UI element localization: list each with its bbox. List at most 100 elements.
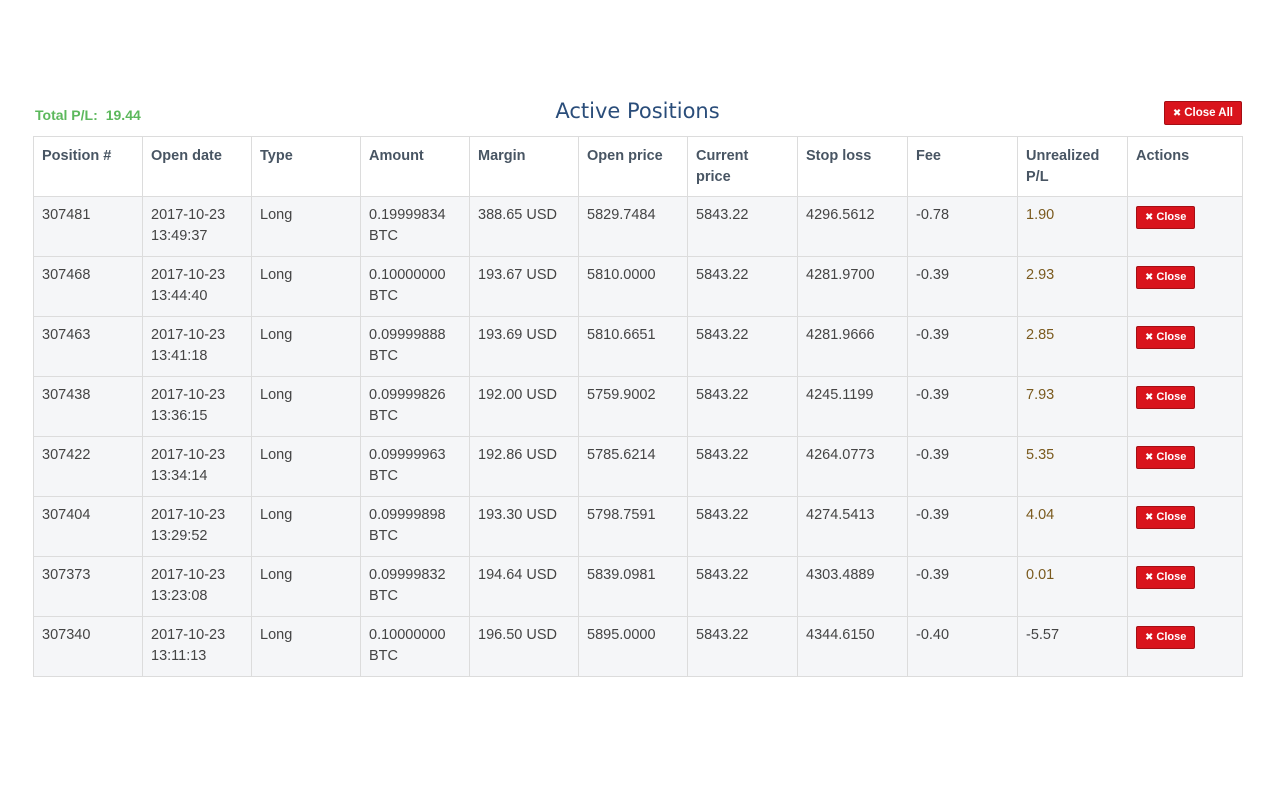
open-time: 13:36:15 (151, 408, 208, 424)
cell-open-price: 5895.0000 (578, 616, 688, 677)
close-position-label: Close (1156, 511, 1187, 523)
close-position-button[interactable]: ✖ Close (1136, 326, 1196, 349)
times-icon: ✖ (1145, 512, 1154, 523)
cell-type: Long (251, 556, 361, 617)
cell-open-price: 5829.7484 (578, 196, 688, 257)
cell-type: Long (251, 316, 361, 377)
times-icon: ✖ (1145, 212, 1154, 223)
open-time: 13:44:40 (151, 288, 208, 304)
current-price-line2: price (696, 169, 731, 185)
cell-stop-loss: 4274.5413 (797, 496, 908, 557)
col-header-position[interactable]: Position # (33, 136, 143, 197)
cell-type: Long (251, 256, 361, 317)
cell-current-price: 5843.22 (687, 616, 798, 677)
cell-actions: ✖ Close (1127, 256, 1243, 317)
cell-fee: -0.39 (907, 376, 1018, 437)
close-position-button[interactable]: ✖ Close (1136, 506, 1196, 529)
cell-open-price: 5810.0000 (578, 256, 688, 317)
cell-fee: -0.39 (907, 316, 1018, 377)
cell-amount: 0.09999898 BTC (360, 496, 470, 557)
cell-margin: 196.50 USD (469, 616, 579, 677)
cell-fee: -0.40 (907, 616, 1018, 677)
close-all-button[interactable]: ✖ Close All (1163, 101, 1242, 125)
cell-type: Long (251, 196, 361, 257)
cell-stop-loss: 4281.9666 (797, 316, 908, 377)
cell-stop-loss: 4296.5612 (797, 196, 908, 257)
cell-position: 307468 (33, 256, 143, 317)
times-icon: ✖ (1172, 108, 1182, 119)
cell-fee: -0.39 (907, 256, 1018, 317)
cell-open-date: 2017-10-23 13:23:08 (142, 556, 252, 617)
col-header-current-price[interactable]: Current price (687, 136, 798, 197)
table-row: 307468 2017-10-23 13:44:40 Long 0.10000000 BT… (33, 256, 1243, 317)
cell-unrealized-pl: 1.90 (1017, 196, 1128, 257)
cell-margin: 193.67 USD (469, 256, 579, 317)
cell-unrealized-pl: 5.35 (1017, 436, 1128, 497)
cell-amount: 0.10000000 BTC (360, 616, 470, 677)
cell-position: 307373 (33, 556, 143, 617)
col-header-amount[interactable]: Amount (360, 136, 470, 197)
amount-value: 0.10000000 (369, 267, 446, 283)
open-time: 13:49:37 (151, 228, 208, 244)
cell-margin: 193.30 USD (469, 496, 579, 557)
cell-unrealized-pl: 2.93 (1017, 256, 1128, 317)
cell-fee: -0.39 (907, 496, 1018, 557)
close-position-button[interactable]: ✖ Close (1136, 626, 1196, 649)
open-date: 2017-10-23 (151, 567, 226, 583)
cell-open-price: 5839.0981 (578, 556, 688, 617)
cell-stop-loss: 4264.0773 (797, 436, 908, 497)
times-icon: ✖ (1145, 632, 1154, 643)
col-header-open-price[interactable]: Open price (578, 136, 688, 197)
cell-actions: ✖ Close (1127, 316, 1243, 377)
table-row: 307481 2017-10-23 13:49:37 Long 0.19999834 BT… (33, 196, 1243, 257)
close-position-button[interactable]: ✖ Close (1136, 566, 1196, 589)
close-position-button[interactable]: ✖ Close (1136, 386, 1196, 409)
cell-stop-loss: 4281.9700 (797, 256, 908, 317)
col-header-fee[interactable]: Fee (907, 136, 1018, 197)
cell-amount: 0.09999832 BTC (360, 556, 470, 617)
cell-open-date: 2017-10-23 13:29:52 (142, 496, 252, 557)
open-time: 13:34:14 (151, 468, 208, 484)
open-date: 2017-10-23 (151, 387, 226, 403)
col-header-unrealized-pl[interactable]: Unrealized P/L (1017, 136, 1128, 197)
cell-type: Long (251, 376, 361, 437)
open-time: 13:11:13 (151, 648, 207, 664)
cell-current-price: 5843.22 (687, 196, 798, 257)
col-header-open-date[interactable]: Open date (142, 136, 252, 197)
table-row: 307404 2017-10-23 13:29:52 Long 0.09999898 BT… (33, 496, 1243, 557)
times-icon: ✖ (1145, 332, 1154, 343)
cell-actions: ✖ Close (1127, 436, 1243, 497)
cell-open-price: 5785.6214 (578, 436, 688, 497)
cell-open-price: 5798.7591 (578, 496, 688, 557)
close-all-label: Close All (1184, 107, 1233, 119)
cell-current-price: 5843.22 (687, 436, 798, 497)
times-icon: ✖ (1145, 272, 1154, 283)
close-position-button[interactable]: ✖ Close (1136, 206, 1196, 229)
table-row: 307463 2017-10-23 13:41:18 Long 0.09999888 BT… (33, 316, 1243, 377)
cell-current-price: 5843.22 (687, 316, 798, 377)
cell-current-price: 5843.22 (687, 556, 798, 617)
amount-unit: BTC (369, 408, 398, 424)
open-time: 13:41:18 (151, 348, 208, 364)
close-position-button[interactable]: ✖ Close (1136, 266, 1196, 289)
cell-position: 307463 (33, 316, 143, 377)
active-positions-panel: Total P/L: 19.44 Active Positions ✖ Close … (33, 98, 1243, 677)
col-header-margin[interactable]: Margin (469, 136, 579, 197)
cell-amount: 0.09999963 BTC (360, 436, 470, 497)
times-icon: ✖ (1145, 392, 1154, 403)
amount-value: 0.09999898 (369, 507, 446, 523)
cell-unrealized-pl: 2.85 (1017, 316, 1128, 377)
cell-open-price: 5810.6651 (578, 316, 688, 377)
cell-actions: ✖ Close (1127, 556, 1243, 617)
col-header-stop-loss[interactable]: Stop loss (797, 136, 908, 197)
amount-value: 0.10000000 (369, 627, 446, 643)
cell-amount: 0.10000000 BTC (360, 256, 470, 317)
table-row: 307422 2017-10-23 13:34:14 Long 0.09999963 BT… (33, 436, 1243, 497)
open-date: 2017-10-23 (151, 627, 226, 643)
total-pl: Total P/L: 19.44 (35, 107, 141, 123)
col-header-type[interactable]: Type (251, 136, 361, 197)
close-position-button[interactable]: ✖ Close (1136, 446, 1196, 469)
table-body: 307481 2017-10-23 13:49:37 Long 0.19999834 BT… (33, 196, 1243, 677)
cell-current-price: 5843.22 (687, 256, 798, 317)
unrealized-line1: Unrealized (1026, 148, 1100, 164)
